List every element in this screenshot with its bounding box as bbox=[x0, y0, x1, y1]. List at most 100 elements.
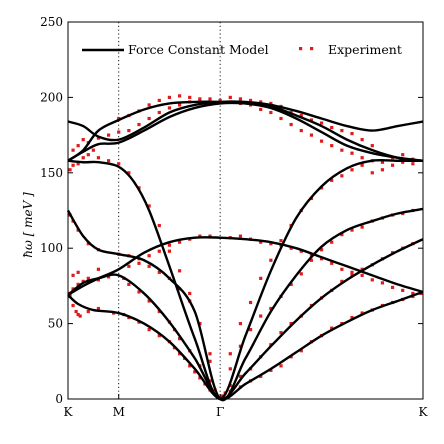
experiment-point bbox=[248, 328, 253, 332]
experiment-point bbox=[340, 174, 344, 178]
experiment-point bbox=[86, 276, 90, 280]
experiment-point bbox=[137, 261, 141, 265]
experiment-point bbox=[360, 163, 364, 167]
experiment-point bbox=[259, 100, 263, 104]
experiment-point bbox=[309, 118, 314, 122]
x-tick-label: K bbox=[64, 405, 74, 419]
experiment-point bbox=[193, 370, 197, 374]
experiment-point bbox=[167, 106, 172, 110]
experiment-point bbox=[198, 376, 202, 380]
experiment-point bbox=[269, 242, 273, 246]
experiment-point bbox=[117, 162, 121, 166]
experiment-point bbox=[340, 279, 344, 283]
experiment-point bbox=[299, 272, 303, 276]
experiment-point bbox=[238, 97, 243, 101]
experiment-point bbox=[127, 282, 131, 286]
experiment-point bbox=[74, 309, 78, 314]
experiment-point bbox=[309, 133, 314, 137]
model-branch bbox=[66, 207, 424, 402]
experiment-point bbox=[157, 98, 161, 103]
experiment-point bbox=[117, 130, 121, 134]
legend-experiment-swatch bbox=[299, 47, 303, 51]
experiment-point bbox=[96, 156, 101, 160]
experiment-point bbox=[208, 97, 212, 101]
experiment-point bbox=[330, 144, 334, 148]
experiment-point bbox=[370, 144, 374, 148]
experiment-point bbox=[96, 278, 101, 282]
experiment-point bbox=[340, 148, 344, 152]
experiment-point bbox=[360, 311, 364, 315]
experiment-point bbox=[76, 282, 80, 286]
experiment-point bbox=[259, 276, 263, 280]
legend-experiment-label: Experiment bbox=[328, 42, 402, 57]
experiment-point bbox=[147, 116, 151, 121]
experiment-point bbox=[330, 261, 334, 265]
experiment-point bbox=[289, 322, 293, 326]
x-tick-label: Γ bbox=[216, 405, 224, 419]
experiment-point bbox=[269, 258, 273, 262]
experiment-point bbox=[157, 223, 161, 228]
experiment-point bbox=[106, 159, 111, 163]
experiment-point bbox=[330, 125, 334, 130]
x-tick-label: K bbox=[419, 405, 429, 419]
model-curves bbox=[66, 100, 424, 402]
experiment-point bbox=[81, 156, 85, 160]
experiment-point bbox=[248, 300, 253, 305]
experiment-point bbox=[198, 97, 202, 101]
experiment-point bbox=[188, 364, 192, 368]
experiment-point bbox=[76, 312, 80, 317]
experiment-point bbox=[71, 163, 75, 167]
experiment-point bbox=[319, 139, 324, 143]
experiment-point bbox=[238, 374, 243, 378]
experiment-point bbox=[350, 270, 354, 274]
experiment-point bbox=[289, 122, 293, 127]
experiment-point bbox=[319, 257, 324, 261]
model-branch bbox=[67, 236, 424, 296]
experiment-point bbox=[411, 162, 415, 166]
experiment-point bbox=[380, 168, 385, 172]
experiment-point bbox=[401, 153, 405, 157]
experiment-point bbox=[370, 278, 374, 282]
experiment-point bbox=[96, 267, 101, 271]
experiment-point bbox=[96, 306, 101, 311]
experiment-point bbox=[279, 364, 283, 368]
experiment-point bbox=[269, 101, 273, 106]
experiment-point bbox=[208, 352, 212, 356]
experiment-point bbox=[228, 352, 232, 356]
experiment-point bbox=[137, 122, 141, 127]
experiment-point bbox=[279, 239, 283, 243]
experiment-point bbox=[198, 234, 202, 238]
model-branch bbox=[67, 290, 424, 401]
experiment-point bbox=[76, 270, 80, 274]
experiment-point bbox=[117, 116, 121, 121]
y-axis-title: ħω [ meV ] bbox=[21, 192, 35, 258]
experiment-point bbox=[340, 233, 344, 237]
experiment-point bbox=[71, 287, 75, 291]
experiment-point bbox=[167, 249, 172, 253]
experiment-point bbox=[350, 131, 354, 136]
experiment-point bbox=[106, 133, 111, 137]
experiment-point bbox=[96, 136, 101, 140]
experiment-point bbox=[319, 121, 324, 125]
experiment-point bbox=[177, 240, 182, 244]
experiment-point bbox=[81, 138, 85, 142]
experiment-point bbox=[390, 163, 395, 167]
experiment-point bbox=[350, 151, 354, 155]
experiment-point bbox=[401, 288, 405, 293]
experiment-point bbox=[127, 171, 131, 175]
experiment-point bbox=[370, 171, 374, 175]
experiment-point bbox=[177, 352, 182, 356]
experiment-point bbox=[330, 178, 334, 182]
experiment-point bbox=[106, 275, 111, 279]
experiment-point bbox=[78, 314, 82, 318]
y-tick-label: 50 bbox=[48, 317, 63, 331]
experiment-point bbox=[259, 240, 263, 244]
experiment-point bbox=[380, 160, 385, 164]
experiment-point bbox=[299, 128, 303, 133]
experiment-point bbox=[350, 315, 354, 320]
experiment-point bbox=[259, 374, 263, 378]
legend-experiment-swatch bbox=[310, 47, 314, 51]
experiment-point bbox=[228, 367, 232, 371]
